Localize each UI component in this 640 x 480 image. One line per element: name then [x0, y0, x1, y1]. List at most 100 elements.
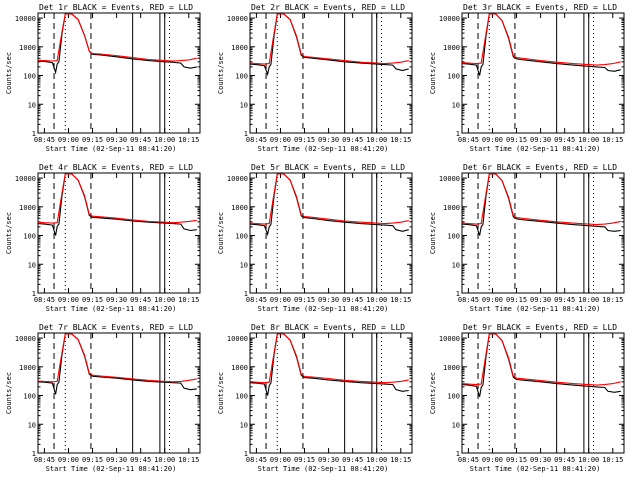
chart-title: Det 1r BLACK = Events, RED = LLD	[39, 3, 193, 12]
detector-chart-1: Det 1r BLACK = Events, RED = LLD 1 10 100 10…	[5, 3, 201, 153]
x-tick-label: 09:30	[318, 296, 339, 304]
x-tick-label: 09:45	[130, 136, 151, 144]
x-tick-label: 10:00	[366, 136, 387, 144]
detector-chart-6: Det 6r BLACK = Events, RED = LLD 1 10 100 10…	[429, 163, 625, 313]
x-tick-label: 09:00	[270, 296, 291, 304]
plot-frame	[37, 172, 201, 294]
series-line-events	[462, 333, 621, 397]
x-tick-label: 08:45	[246, 296, 267, 304]
x-tick-label: 08:45	[458, 296, 479, 304]
x-tick-label: 08:45	[246, 136, 267, 144]
detector-chart-7: Det 7r BLACK = Events, RED = LLD 1 10 100 10…	[5, 323, 201, 473]
series-line-lld	[250, 333, 409, 384]
y-axis-label: Counts/sec	[5, 372, 13, 414]
x-tick-label: 08:45	[246, 456, 267, 464]
x-axis-label: Start Time (02-Sep-11 08:41:20)	[470, 145, 601, 153]
y-tick-label: 10	[240, 421, 248, 429]
x-tick-label: 09:00	[270, 456, 291, 464]
series-line-lld	[462, 13, 621, 66]
detector-chart-2: Det 2r BLACK = Events, RED = LLD 1 10 100 10…	[217, 3, 413, 153]
x-tick-label: 09:45	[342, 136, 363, 144]
series-line-lld	[38, 173, 197, 224]
y-tick-label: 1000	[231, 44, 248, 52]
x-tick-label: 09:00	[58, 296, 79, 304]
x-tick-label: 09:45	[554, 136, 575, 144]
series-line-lld	[250, 13, 409, 65]
y-axis-label: Counts/sec	[5, 52, 13, 94]
y-tick-label: 10000	[15, 175, 36, 183]
y-tick-label: 100	[447, 73, 460, 81]
x-axis-label: Start Time (02-Sep-11 08:41:20)	[258, 145, 389, 153]
series-line-events	[250, 13, 409, 77]
y-tick-label: 100	[447, 233, 460, 241]
x-axis-label: Start Time (02-Sep-11 08:41:20)	[46, 145, 177, 153]
y-tick-label: 10	[452, 261, 460, 269]
plot-frame	[461, 12, 625, 134]
y-tick-label: 1000	[19, 364, 36, 372]
plot-frame	[461, 172, 625, 294]
x-tick-label: 10:15	[390, 456, 411, 464]
y-tick-label: 1	[32, 450, 36, 458]
x-tick-label: 10:15	[602, 136, 623, 144]
y-axis-label: Counts/sec	[429, 212, 437, 254]
x-tick-label: 10:00	[578, 136, 599, 144]
y-tick-label: 10000	[15, 15, 36, 23]
series-line-events	[38, 13, 197, 75]
y-tick-label: 10	[28, 421, 36, 429]
x-tick-label: 08:45	[458, 136, 479, 144]
x-tick-label: 09:15	[506, 296, 527, 304]
x-tick-label: 09:15	[506, 136, 527, 144]
y-tick-label: 10	[452, 101, 460, 109]
y-tick-label: 1	[244, 130, 248, 138]
y-tick-label: 100	[235, 73, 248, 81]
x-tick-label: 08:45	[34, 296, 55, 304]
y-tick-label: 100	[235, 393, 248, 401]
plot-frame	[249, 12, 413, 134]
y-axis-label: Counts/sec	[217, 372, 225, 414]
series-line-events	[250, 173, 409, 237]
x-axis-label: Start Time (02-Sep-11 08:41:20)	[46, 305, 177, 313]
x-tick-label: 09:45	[130, 456, 151, 464]
y-axis-label: Counts/sec	[429, 52, 437, 94]
y-axis-label: Counts/sec	[217, 52, 225, 94]
x-tick-label: 09:15	[82, 456, 103, 464]
x-tick-label: 10:15	[390, 296, 411, 304]
y-tick-label: 10000	[227, 15, 248, 23]
y-tick-label: 1000	[443, 204, 460, 212]
x-tick-label: 09:00	[58, 136, 79, 144]
x-tick-label: 09:00	[482, 296, 503, 304]
y-tick-label: 1000	[19, 204, 36, 212]
y-axis-label: Counts/sec	[217, 212, 225, 254]
series-line-lld	[462, 173, 621, 226]
x-tick-label: 09:30	[106, 136, 127, 144]
x-tick-label: 08:45	[34, 456, 55, 464]
y-tick-label: 10	[240, 261, 248, 269]
x-tick-label: 09:00	[482, 456, 503, 464]
y-tick-label: 10	[28, 101, 36, 109]
plot-frame	[249, 332, 413, 454]
y-tick-label: 1	[456, 450, 460, 458]
detector-chart-3: Det 3r BLACK = Events, RED = LLD 1 10 100 10…	[429, 3, 625, 153]
x-tick-label: 09:15	[82, 136, 103, 144]
x-tick-label: 10:15	[178, 456, 199, 464]
x-tick-label: 09:45	[342, 296, 363, 304]
y-tick-label: 10	[240, 101, 248, 109]
x-axis-label: Start Time (02-Sep-11 08:41:20)	[46, 465, 177, 473]
x-tick-label: 09:00	[270, 136, 291, 144]
plot-frame	[249, 172, 413, 294]
x-tick-label: 10:15	[602, 296, 623, 304]
plot-frame	[37, 12, 201, 134]
x-tick-label: 09:15	[294, 296, 315, 304]
detector-chart-8: Det 8r BLACK = Events, RED = LLD 1 10 100 10…	[217, 323, 413, 473]
x-tick-label: 09:30	[318, 136, 339, 144]
x-tick-label: 10:00	[154, 456, 175, 464]
y-tick-label: 1	[244, 450, 248, 458]
x-tick-label: 08:45	[34, 136, 55, 144]
chart-title: Det 7r BLACK = Events, RED = LLD	[39, 323, 193, 332]
plot-frame	[461, 332, 625, 454]
x-tick-label: 09:15	[294, 136, 315, 144]
x-axis-label: Start Time (02-Sep-11 08:41:20)	[470, 465, 601, 473]
x-tick-label: 09:15	[82, 296, 103, 304]
chart-title: Det 6r BLACK = Events, RED = LLD	[463, 163, 617, 172]
x-tick-label: 09:30	[318, 456, 339, 464]
